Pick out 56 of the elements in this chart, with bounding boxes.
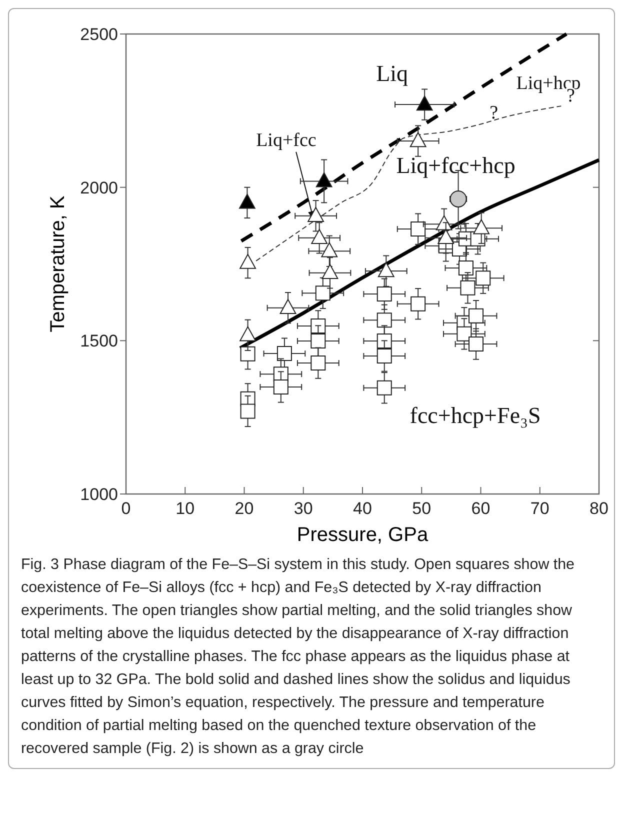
x-tick-label: 80: [590, 499, 608, 518]
point: [280, 298, 296, 314]
point: [321, 242, 338, 258]
x-tick-label: 60: [471, 499, 490, 518]
point: [316, 172, 332, 188]
point: [310, 356, 326, 371]
point: [476, 270, 491, 286]
annotation: ?: [490, 102, 498, 124]
x-tick-label: 40: [353, 499, 372, 518]
y-tick-label: 1000: [80, 485, 118, 504]
point: [376, 312, 392, 328]
point: [410, 222, 426, 237]
point: [378, 262, 394, 278]
point: [410, 132, 426, 148]
point: [376, 348, 392, 364]
y-tick-label: 2500: [80, 25, 118, 44]
annotation: Liq: [376, 60, 409, 86]
point: [458, 260, 474, 276]
point: [322, 264, 338, 279]
point: [456, 326, 472, 342]
point: [473, 219, 490, 234]
y-tick-label: 1500: [80, 332, 118, 351]
y-axis-title: Temperature, K: [47, 194, 69, 332]
x-tick-label: 10: [176, 499, 195, 518]
x-tick-label: 30: [294, 499, 313, 518]
annotation: Liq+fcc+hcp: [396, 152, 516, 178]
point: [438, 229, 454, 244]
y-tick-label: 2000: [80, 178, 118, 198]
point: [239, 194, 256, 209]
point: [468, 336, 484, 352]
point: [416, 96, 433, 111]
point: [276, 346, 292, 362]
point: [468, 308, 484, 324]
annotation: fcc+hcp+Fe₃S: [410, 402, 541, 428]
point: [376, 333, 392, 348]
x-tick-label: 0: [121, 499, 131, 518]
point: [460, 280, 476, 296]
point: [240, 326, 256, 342]
x-tick-label: 50: [412, 499, 432, 518]
point: [311, 229, 328, 244]
point: [310, 333, 326, 348]
point: [410, 296, 426, 312]
point: [310, 318, 326, 334]
point: [308, 206, 324, 222]
point: [376, 286, 392, 302]
annotation: Liq+fcc: [256, 130, 316, 151]
point: [450, 190, 467, 208]
x-tick-label: 20: [234, 499, 254, 518]
point: [315, 286, 330, 301]
point: [273, 379, 288, 394]
x-axis-title: Pressure, GPa: [296, 524, 429, 546]
point: [240, 254, 256, 269]
point: [376, 380, 392, 396]
point: [240, 346, 256, 362]
point: [240, 404, 256, 419]
x-tick-label: 70: [530, 499, 550, 518]
